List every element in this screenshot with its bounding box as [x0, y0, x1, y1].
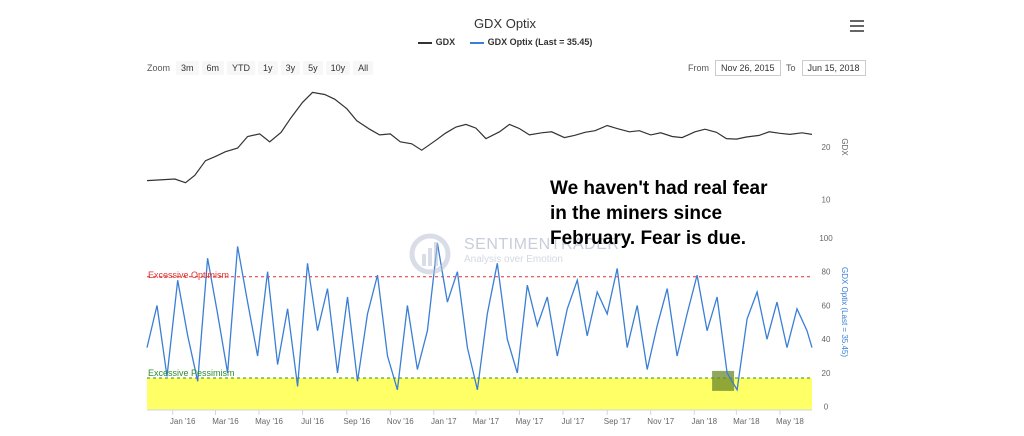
annotation-text: We haven't had real fear in the miners s…: [550, 176, 830, 251]
y-tick-gdx: 20: [822, 143, 831, 152]
annotation-line: February. Fear is due.: [550, 228, 747, 249]
x-tick-label: May '17: [516, 417, 544, 426]
legend: GDX GDX Optix (Last = 35.45): [0, 37, 1010, 47]
y-axis-label-optix: GDX Optix (Last = 35.45): [840, 267, 849, 357]
x-tick-label: Jan '17: [431, 417, 457, 426]
x-tick-label: Mar '18: [733, 417, 760, 426]
zoom-3y-button[interactable]: 3y: [280, 61, 301, 75]
watermark-icon: [409, 233, 451, 275]
zoom-all-button[interactable]: All: [353, 61, 374, 75]
x-tick-label: Nov '17: [647, 417, 674, 426]
zoom-ytd-button[interactable]: YTD: [227, 61, 256, 75]
x-tick-label: Sep '16: [343, 417, 370, 426]
zoom-1y-button[interactable]: 1y: [258, 61, 278, 75]
zoom-label: Zoom: [147, 63, 171, 73]
x-tick-label: Jul '17: [562, 417, 585, 426]
threshold-label-pessimism: Excessive Pessimism: [148, 368, 235, 378]
legend-swatch-gdx-optix: [469, 41, 484, 44]
series-line-gdx-optix: [146, 242, 813, 392]
y-tick-optix: 60: [822, 301, 831, 310]
y-tick-optix: 40: [822, 335, 831, 344]
y-tick-optix: 100: [819, 234, 833, 243]
legend-swatch-gdx: [417, 41, 432, 44]
hamburger-menu-icon[interactable]: [850, 20, 864, 32]
x-tick-label: Jan '18: [691, 417, 717, 426]
zoom-5y-button[interactable]: 5y: [303, 61, 323, 75]
x-tick-label: Mar '16: [212, 417, 239, 426]
y-tick-optix: 80: [822, 268, 831, 277]
x-tick-label: May '18: [776, 417, 804, 426]
x-tick-label: May '16: [255, 417, 283, 426]
legend-item-gdx-optix[interactable]: GDX Optix (Last = 35.45): [469, 37, 593, 47]
watermark-tagline: Analysis over Emotion: [464, 254, 563, 265]
annotation-line: We haven't had real fear: [550, 178, 768, 199]
range-from-input[interactable]: Nov 26, 2015: [715, 60, 781, 76]
range-to-input[interactable]: Jun 15, 2018: [801, 60, 866, 76]
y-tick-optix: 20: [822, 369, 831, 378]
range-to: To Jun 15, 2018: [786, 60, 866, 76]
highlight-box: [712, 370, 735, 391]
watermark-brand: SENTIMENTRADER: [464, 236, 620, 253]
zoom-6m-button[interactable]: 6m: [201, 61, 225, 75]
annotation-line: in the miners since: [550, 203, 723, 224]
y-tick-optix: 0: [824, 403, 829, 412]
series-line-gdx: [146, 91, 813, 184]
zoom-10y-button[interactable]: 10y: [325, 61, 351, 75]
range-from-label: From: [688, 63, 709, 73]
threshold-label-optimism: Excessive Optimism: [148, 270, 230, 280]
legend-item-gdx[interactable]: GDX: [417, 37, 456, 47]
range-to-label: To: [786, 63, 796, 73]
x-tick-label: Jul '16: [301, 417, 324, 426]
zoom-3m-button[interactable]: 3m: [176, 61, 199, 75]
legend-label-gdx-optix: GDX Optix (Last = 35.45): [487, 37, 593, 47]
range-from: From Nov 26, 2015: [688, 60, 781, 76]
x-tick-label: Mar '17: [473, 417, 500, 426]
x-tick-label: Sep '17: [604, 417, 631, 426]
y-tick-gdx: 10: [822, 196, 831, 205]
x-tick-label: Jan '16: [170, 417, 196, 426]
y-axis-label-gdx: GDX: [840, 138, 849, 156]
legend-label-gdx: GDX: [435, 37, 456, 47]
chart-title: GDX Optix: [473, 16, 537, 31]
zoom-controls: Zoom 3m 6m YTD 1y 3y 5y 10y All: [147, 61, 376, 75]
x-tick-label: Nov '16: [387, 417, 414, 426]
watermark-logo: SENTIMENTRADER Analysis over Emotion: [408, 232, 619, 281]
pessimism-zone: [147, 377, 812, 410]
